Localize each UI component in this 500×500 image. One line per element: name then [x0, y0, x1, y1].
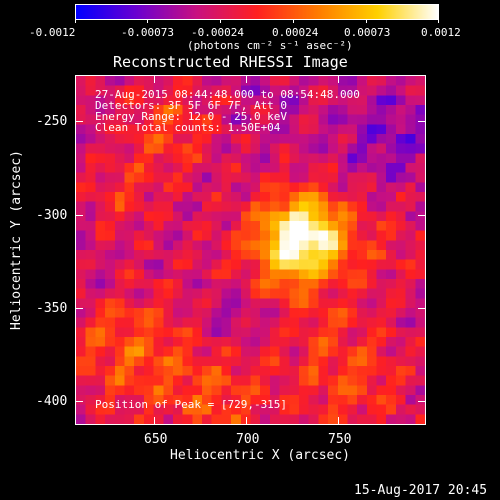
info-line-energy: Energy Range: 12.0 - 25.0 keV — [95, 110, 288, 123]
info-line-detectors: Detectors: 3F 5F 6F 7F, Att 0 — [95, 99, 288, 112]
colorbar-tick-label: -0.00073 — [121, 26, 174, 39]
y-axis-title: Heliocentric Y (arcsec) — [9, 149, 24, 330]
y-tick — [418, 401, 426, 402]
colorbar-tick-label: 0.00024 — [272, 26, 319, 39]
colorbar-tick — [293, 19, 294, 23]
colorbar-tick — [75, 19, 76, 23]
colorbar-tick — [220, 19, 221, 23]
colorbar — [75, 4, 439, 20]
y-tick — [75, 215, 83, 216]
x-tick — [154, 417, 155, 425]
footer-timestamp: 15-Aug-2017 20:45 — [354, 483, 488, 498]
colorbar-tick-label: -0.00024 — [191, 26, 244, 39]
colorbar-tick — [366, 19, 367, 23]
x-axis-title: Heliocentric X (arcsec) — [170, 448, 351, 463]
x-tick — [338, 75, 339, 83]
plot-title: Reconstructed RHESSI Image — [113, 53, 348, 71]
x-tick — [246, 417, 247, 425]
info-line-counts: Clean Total counts: 1.50E+04 — [95, 121, 281, 134]
x-tick-label: 700 — [236, 432, 260, 447]
y-tick-label: -350 — [36, 301, 68, 316]
colorbar-tick-label: -0.0012 — [29, 26, 76, 39]
x-tick — [154, 75, 155, 83]
y-tick — [75, 401, 83, 402]
y-tick — [75, 308, 83, 309]
y-tick-label: -250 — [36, 114, 68, 129]
y-tick-label: -400 — [36, 394, 68, 409]
colorbar-tick-label: 0.00073 — [344, 26, 391, 39]
x-tick — [338, 417, 339, 425]
y-tick-label: -300 — [36, 208, 68, 223]
y-tick — [418, 215, 426, 216]
y-tick — [418, 308, 426, 309]
colorbar-unit-label: (photons cm⁻² s⁻¹ asec⁻²) — [187, 39, 353, 52]
colorbar-tick-label: 0.0012 — [421, 26, 461, 39]
colorbar-tick — [147, 19, 148, 23]
x-tick-label: 750 — [328, 432, 352, 447]
plot-area: 27-Aug-2015 08:44:48.000 to 08:54:48.000… — [75, 75, 426, 425]
y-tick — [75, 121, 83, 122]
colorbar-tick — [438, 19, 439, 23]
info-line-time: 27-Aug-2015 08:44:48.000 to 08:54:48.000 — [95, 88, 360, 101]
rhessi-heatmap — [76, 76, 425, 424]
y-tick — [418, 121, 426, 122]
peak-position-text: Position of Peak = [729,-315] — [95, 398, 288, 411]
x-tick-label: 650 — [144, 432, 168, 447]
x-tick — [246, 75, 247, 83]
